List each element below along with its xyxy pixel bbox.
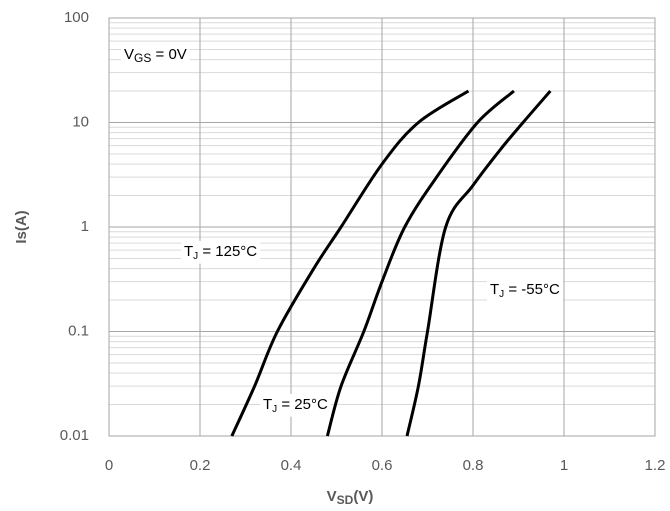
- x-axis-label-rest: (V): [353, 488, 373, 505]
- x-axis-label: VSD(V): [327, 488, 374, 507]
- plot-border: [108, 17, 656, 437]
- x-tick-label: 0.6: [372, 457, 393, 474]
- series-label-rest: = 125°C: [198, 243, 257, 260]
- series-label-main: T: [490, 281, 499, 298]
- x-axis-label-main: V: [327, 488, 337, 505]
- curve: [325, 89, 515, 437]
- series-label: TJ = 125°C: [184, 243, 257, 262]
- label-background: [181, 240, 261, 264]
- x-tick-label: 0.4: [281, 457, 302, 474]
- curve: [405, 90, 552, 437]
- series-label-sub: J: [272, 404, 277, 415]
- annotation-sub: GS: [134, 51, 151, 65]
- series-label-rest: = 25°C: [277, 396, 328, 413]
- label-background: [121, 43, 190, 68]
- y-tick-label: 0.01: [60, 427, 89, 444]
- annotation-rest: = 0V: [151, 46, 186, 63]
- x-tick-label: 0.2: [190, 457, 211, 474]
- annotation-main: V: [124, 46, 134, 63]
- y-tick-label: 100: [64, 9, 89, 26]
- x-tick-label: 1: [560, 457, 568, 474]
- x-axis-label-sub: SD: [337, 493, 354, 507]
- series-label-sub: J: [193, 251, 198, 262]
- y-tick-label: 1: [81, 218, 89, 235]
- y-axis-label: Is(A): [13, 210, 30, 243]
- label-background: [487, 278, 563, 302]
- series-label: TJ = -55°C: [490, 281, 560, 300]
- x-tick-label: 1.2: [645, 457, 666, 474]
- series-label-rest: = -55°C: [504, 281, 560, 298]
- series-label-main: T: [263, 396, 272, 413]
- curves: [230, 89, 552, 437]
- curve: [230, 89, 470, 437]
- y-tick-label: 10: [72, 113, 89, 130]
- series-label: TJ = 25°C: [263, 396, 328, 415]
- y-tick-label: 0.1: [68, 322, 89, 339]
- x-tick-label: 0.8: [463, 457, 484, 474]
- series-label-main: T: [184, 243, 193, 260]
- series-label-sub: J: [499, 289, 504, 300]
- annotation: VGS = 0V: [124, 46, 187, 65]
- x-tick-label: 0: [105, 457, 113, 474]
- label-background: [260, 393, 331, 417]
